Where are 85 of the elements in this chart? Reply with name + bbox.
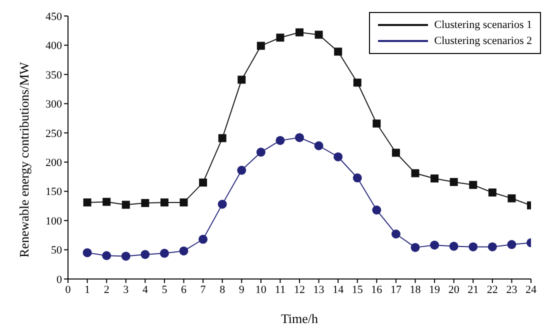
point	[198, 234, 208, 244]
x-tick-label: 18	[410, 284, 422, 296]
point	[82, 248, 92, 258]
x-tick-label: 7	[200, 284, 206, 296]
x-tick-label: 16	[371, 284, 383, 296]
legend-label: Clustering scenarios 1	[434, 19, 532, 31]
x-tick-label: 17	[390, 284, 402, 296]
point	[140, 250, 150, 259]
x-tick-label: 13	[313, 284, 325, 296]
point	[334, 152, 343, 162]
point	[296, 28, 304, 36]
point	[276, 34, 284, 42]
point	[411, 169, 420, 178]
point	[469, 180, 478, 189]
point	[507, 240, 516, 250]
point	[83, 198, 92, 206]
point	[237, 166, 246, 175]
point	[238, 76, 246, 84]
point	[121, 252, 130, 261]
x-tick-label: 14	[332, 284, 344, 296]
point	[122, 200, 130, 209]
x-tick-label: 22	[486, 284, 498, 296]
y-tick-label: 450	[46, 10, 62, 23]
point	[276, 136, 285, 145]
point	[218, 200, 227, 209]
y-tick-label: 200	[46, 157, 62, 170]
point	[372, 120, 381, 128]
x-tick-label: 0	[65, 284, 72, 296]
y-tick-label: 0	[56, 274, 62, 286]
point	[450, 178, 458, 186]
point	[102, 251, 112, 260]
x-tick-label: 2	[104, 284, 110, 296]
x-tick-label: 24	[526, 284, 537, 296]
point	[508, 194, 516, 202]
point	[314, 30, 323, 39]
x-tick-label: 5	[162, 284, 168, 296]
x-tick-label: 10	[255, 284, 267, 296]
x-tick-label: 4	[142, 284, 148, 296]
point	[334, 48, 342, 56]
x-tick-label: 21	[468, 284, 479, 296]
x-tick-label: 23	[506, 284, 518, 296]
point	[468, 242, 478, 252]
x-tick-label: 19	[429, 284, 441, 296]
legend-label: Clustering scenarios 2	[434, 35, 532, 47]
y-tick-label: 150	[46, 186, 62, 198]
point	[392, 148, 400, 157]
x-tick-label: 20	[448, 284, 460, 296]
point	[141, 199, 150, 208]
y-tick-label: 250	[46, 128, 62, 140]
x-axis-title: Time/h	[280, 311, 319, 326]
y-axis-title: Renewable energy contributions/MW	[16, 61, 32, 258]
point	[218, 134, 226, 142]
x-tick-label: 15	[352, 284, 364, 296]
point	[430, 174, 439, 182]
x-tick-label: 3	[123, 284, 130, 296]
point	[199, 178, 208, 187]
point	[180, 198, 188, 206]
point	[372, 206, 382, 215]
point	[410, 242, 420, 252]
y-tick-label: 350	[46, 69, 62, 82]
x-tick-label: 12	[294, 284, 305, 296]
point	[488, 188, 496, 196]
point	[488, 242, 497, 252]
x-tick-label: 11	[274, 284, 286, 296]
x-tick-label: 8	[220, 284, 226, 296]
x-tick-label: 6	[181, 284, 187, 296]
point	[449, 242, 458, 251]
point	[352, 173, 362, 182]
y-tick-label: 50	[51, 244, 62, 257]
y-tick-label: 300	[46, 98, 62, 111]
point	[256, 148, 266, 157]
point	[353, 78, 362, 87]
point	[295, 133, 304, 142]
point	[256, 42, 265, 50]
point	[314, 141, 324, 150]
y-tick-label: 400	[46, 40, 62, 52]
point	[179, 246, 188, 256]
x-tick-label: 9	[238, 284, 245, 296]
point	[391, 230, 400, 238]
point	[160, 198, 168, 206]
point	[430, 240, 440, 250]
y-tick-label: 100	[46, 215, 62, 228]
x-tick-label: 1	[84, 284, 90, 296]
point	[102, 198, 111, 206]
point	[160, 248, 169, 258]
